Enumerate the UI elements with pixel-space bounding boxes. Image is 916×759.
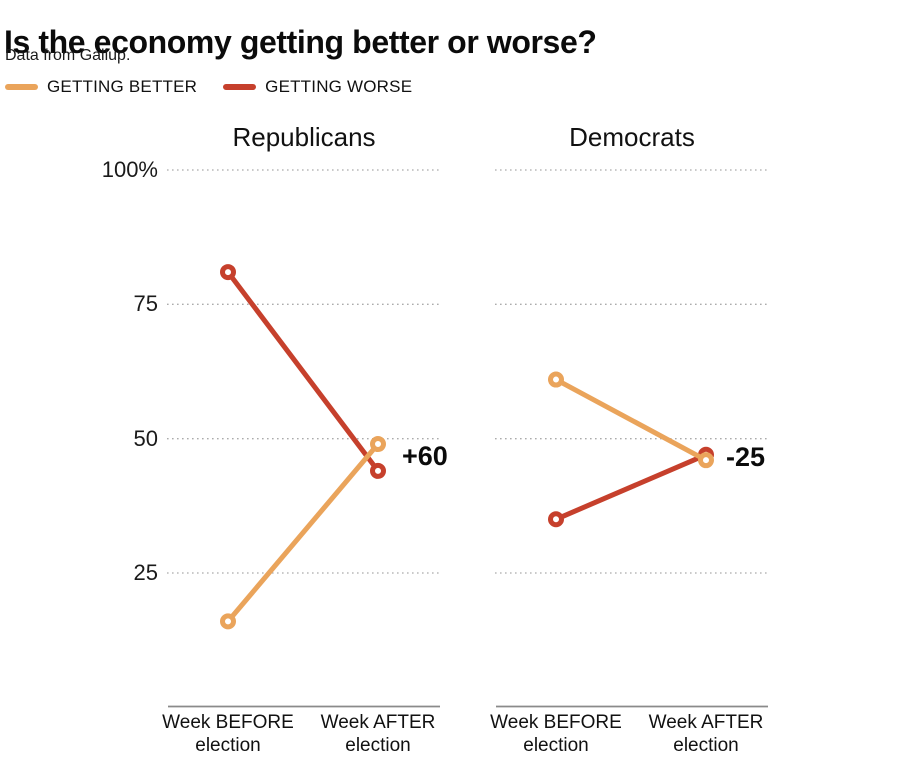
x-label-rep-before: Week BEFORE election xyxy=(162,712,294,756)
y-tick-label-25: 25 xyxy=(133,560,158,585)
legend-label: GETTING WORSE xyxy=(265,77,413,96)
panel-title-democrats: Democrats xyxy=(569,122,695,152)
y-tick-label-50: 50 xyxy=(133,426,158,451)
getting-worse-line-swatch-icon xyxy=(223,84,257,90)
getting-better-line-swatch-icon xyxy=(5,84,38,90)
chart-legend: GETTING BETTER GETTING WORSE xyxy=(5,76,412,98)
page-title: Is the economy getting better or worse? xyxy=(4,24,597,61)
legend-item-getting-worse: GETTING WORSE xyxy=(223,76,412,98)
y-tick-label-100: 100% xyxy=(101,157,158,182)
annotation-democrats-net-change: -25 xyxy=(726,442,766,472)
y-tick-label-75: 75 xyxy=(133,291,158,316)
annotation-republicans-net-change: +60 xyxy=(402,441,448,471)
x-label-dem-after: Week AFTER election xyxy=(648,712,764,756)
panel-title-republicans: Republicans xyxy=(232,122,376,152)
legend-item-getting-better: GETTING BETTER xyxy=(5,76,197,98)
x-label-dem-before: Week BEFORE election xyxy=(490,712,622,756)
page-subtitle: Data from Gallup. xyxy=(5,47,131,64)
legend-label: GETTING BETTER xyxy=(47,77,198,96)
x-label-rep-after: Week AFTER election xyxy=(320,712,436,756)
